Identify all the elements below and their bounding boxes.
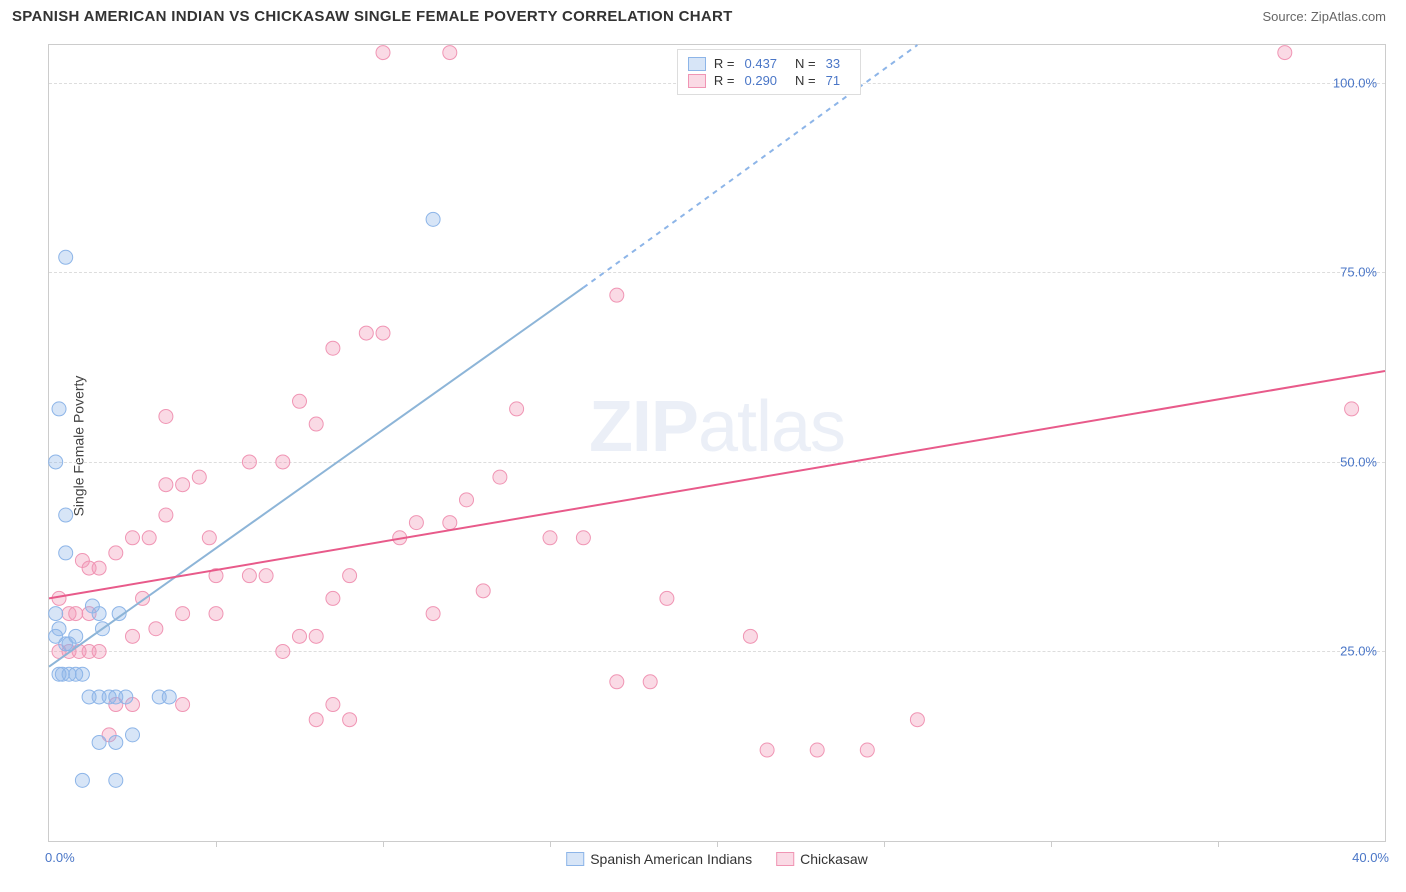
r-value-b: 0.290 (745, 73, 778, 88)
r-label-b: R = (714, 73, 735, 88)
swatch-a-icon (566, 852, 584, 866)
legend-series: Spanish American Indians Chickasaw (566, 851, 868, 867)
legend-row-b: R = 0.290 N = 71 (688, 73, 850, 88)
swatch-series-b (688, 74, 706, 88)
legend-correlation: R = 0.437 N = 33 R = 0.290 N = 71 (677, 49, 861, 95)
plot-svg (49, 45, 1385, 841)
chart-area: ZIPatlas 25.0%50.0%75.0%100.0% 0.0% 40.0… (48, 44, 1386, 842)
n-label-a: N = (795, 56, 816, 71)
chart-title: SPANISH AMERICAN INDIAN VS CHICKASAW SIN… (12, 8, 733, 25)
legend-item-b: Chickasaw (776, 851, 868, 867)
n-value-b: 71 (826, 73, 840, 88)
n-label-b: N = (795, 73, 816, 88)
source-label: Source: ZipAtlas.com (1262, 9, 1386, 24)
header: SPANISH AMERICAN INDIAN VS CHICKASAW SIN… (0, 0, 1406, 29)
n-value-a: 33 (826, 56, 840, 71)
swatch-series-a (688, 57, 706, 71)
legend-row-a: R = 0.437 N = 33 (688, 56, 850, 71)
series-b-name: Chickasaw (800, 851, 868, 867)
series-a-name: Spanish American Indians (590, 851, 752, 867)
r-value-a: 0.437 (745, 56, 778, 71)
r-label-a: R = (714, 56, 735, 71)
x-tick-label-min: 0.0% (45, 850, 75, 865)
swatch-b-icon (776, 852, 794, 866)
x-tick-label-max: 40.0% (1352, 850, 1389, 865)
legend-item-a: Spanish American Indians (566, 851, 752, 867)
